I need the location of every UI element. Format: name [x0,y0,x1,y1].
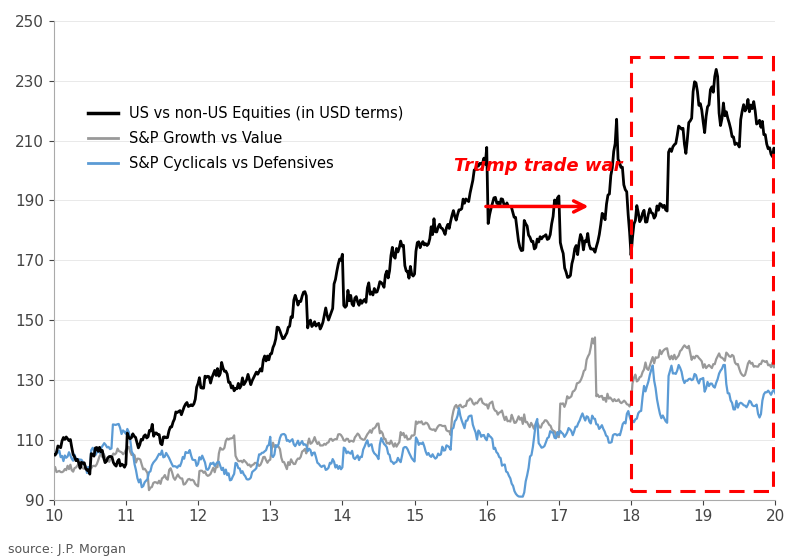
Bar [631,57,774,490]
Legend: US vs non-US Equities (in USD terms), S&P Growth vs Value, S&P Cyclicals vs Defe: US vs non-US Equities (in USD terms), S&… [82,100,410,177]
Text: source: J.P. Morgan: source: J.P. Morgan [8,543,126,556]
Text: Trump trade war: Trump trade war [454,157,622,175]
